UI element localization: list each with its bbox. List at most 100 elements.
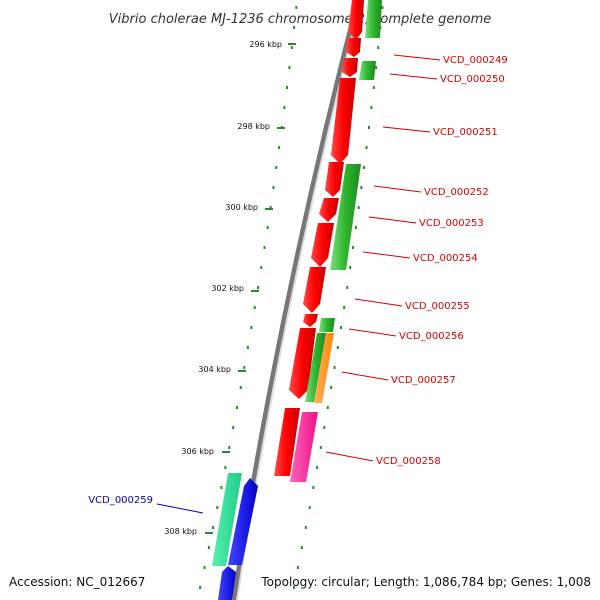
scale-dot	[295, 6, 298, 9]
scale-dot	[346, 286, 349, 289]
scale-dot	[326, 406, 329, 409]
tick-298: 298 kbp	[237, 122, 285, 131]
tick-306: 306 kbp	[181, 447, 230, 456]
cds-arrow	[342, 58, 358, 77]
teal-gene-block	[212, 473, 242, 566]
scale-dot	[246, 346, 249, 349]
scale-dot	[304, 526, 307, 529]
cds-arrow	[303, 314, 318, 327]
gene-label-vcd-000253: VCD_000253	[368, 216, 484, 229]
scale-dot	[343, 306, 346, 309]
scale-dot	[263, 246, 266, 249]
scale-dot	[375, 66, 377, 69]
gene-features	[212, 0, 382, 600]
scale-dot	[220, 486, 223, 489]
scale-dot	[290, 46, 293, 49]
scale-dot	[278, 146, 281, 149]
cds-arrow	[303, 267, 326, 313]
scale-dot	[352, 246, 355, 249]
rna-block	[365, 0, 382, 38]
scale-dot	[292, 586, 295, 589]
cds-arrow	[274, 408, 300, 476]
gene-label-text: VCD_000253	[419, 218, 484, 229]
scale-dot	[312, 486, 315, 489]
scale-dot	[232, 426, 235, 429]
rna-block	[359, 61, 376, 80]
scale-dot	[228, 446, 231, 449]
scale-dot	[216, 506, 219, 509]
gene-label-vcd-000252: VCD_000252	[373, 185, 489, 198]
scale-dot	[224, 466, 227, 469]
gene-label-text: VCD_000258	[376, 456, 441, 467]
scale-dot	[340, 326, 342, 329]
tick-label: 306 kbp	[181, 447, 214, 456]
scale-dot	[333, 366, 336, 369]
gene-label-vcd-000249: VCD_000249	[393, 54, 508, 66]
scale-dot	[377, 46, 380, 49]
scale-dot	[272, 186, 275, 189]
gene-label-vcd-000256: VCD_000256	[348, 328, 464, 342]
scale-dot	[199, 586, 202, 589]
scale-dot	[293, 26, 296, 29]
gene-label-vcd-000255: VCD_000255	[354, 298, 470, 312]
tick-label: 304 kbp	[198, 365, 231, 374]
tick-label: 308 kbp	[164, 527, 197, 536]
map-title: Vibrio cholerae MJ-1236 chromosome 2, co…	[109, 12, 491, 27]
scale-dot	[300, 546, 303, 549]
tick-label: 296 kbp	[249, 40, 282, 49]
tick-302: 302 kbp	[211, 284, 259, 293]
scale-dot	[239, 386, 242, 389]
cds-arrow	[331, 78, 356, 164]
scale-dot	[323, 426, 326, 429]
blue-gene-arrow	[218, 566, 236, 600]
gene-labels: VCD_000249 VCD_000250 VCD_000251 VCD_000…	[88, 54, 508, 514]
scale-dot	[243, 366, 246, 369]
gene-label-vcd-000254: VCD_000254	[362, 251, 478, 264]
scale-dot	[296, 566, 299, 569]
cds-arrow	[346, 38, 361, 57]
gene-label-text: VCD_000257	[391, 375, 456, 386]
scale-dot	[372, 86, 375, 89]
scale-dot	[288, 66, 291, 69]
cds-arrow	[348, 0, 364, 40]
scale-dot	[360, 186, 363, 189]
scale-dot	[368, 126, 370, 129]
rna-block	[305, 333, 326, 402]
scale-dot	[275, 166, 278, 169]
scale-dot	[257, 286, 260, 289]
gene-label-vcd-000257: VCD_000257	[341, 371, 456, 386]
scale-dot	[316, 466, 319, 469]
gene-label-text: VCD_000255	[405, 301, 470, 312]
gene-label-vcd-000258: VCD_000258	[325, 451, 441, 467]
gene-label-text: VCD_000259	[88, 495, 153, 506]
scale-dot	[286, 86, 288, 89]
scale-dot	[212, 526, 215, 529]
scale-dot	[381, 6, 384, 9]
cds-arrow	[311, 223, 334, 267]
scale-dot	[363, 166, 365, 169]
scale-dot	[203, 566, 206, 569]
tick-label: 298 kbp	[237, 122, 270, 131]
scale-dot	[308, 506, 311, 509]
gene-label-vcd-000251: VCD_000251	[382, 126, 498, 138]
tick-300: 300 kbp	[225, 203, 273, 212]
cds-arrow	[325, 162, 344, 197]
scale-dot	[266, 226, 269, 229]
cds-arrow	[289, 328, 316, 399]
gene-label-text: VCD_000250	[440, 74, 505, 85]
scale-ring	[199, 6, 298, 589]
scale-dot	[357, 206, 360, 209]
scale-dot	[207, 546, 210, 549]
gene-label-text: VCD_000252	[424, 187, 489, 198]
blue-gene-arrow	[228, 478, 258, 565]
pink-gene-block	[290, 412, 318, 482]
scale-dot	[269, 206, 272, 209]
other-gene-block	[314, 333, 334, 403]
scale-dot	[349, 266, 352, 269]
scale-ticks: 296 kbp 298 kbp 300 kbp 302 kbp 304 kbp …	[164, 40, 296, 536]
gene-label-vcd-000250: VCD_000250	[389, 73, 505, 85]
rna-block	[330, 164, 361, 270]
scale-dot	[283, 106, 286, 109]
